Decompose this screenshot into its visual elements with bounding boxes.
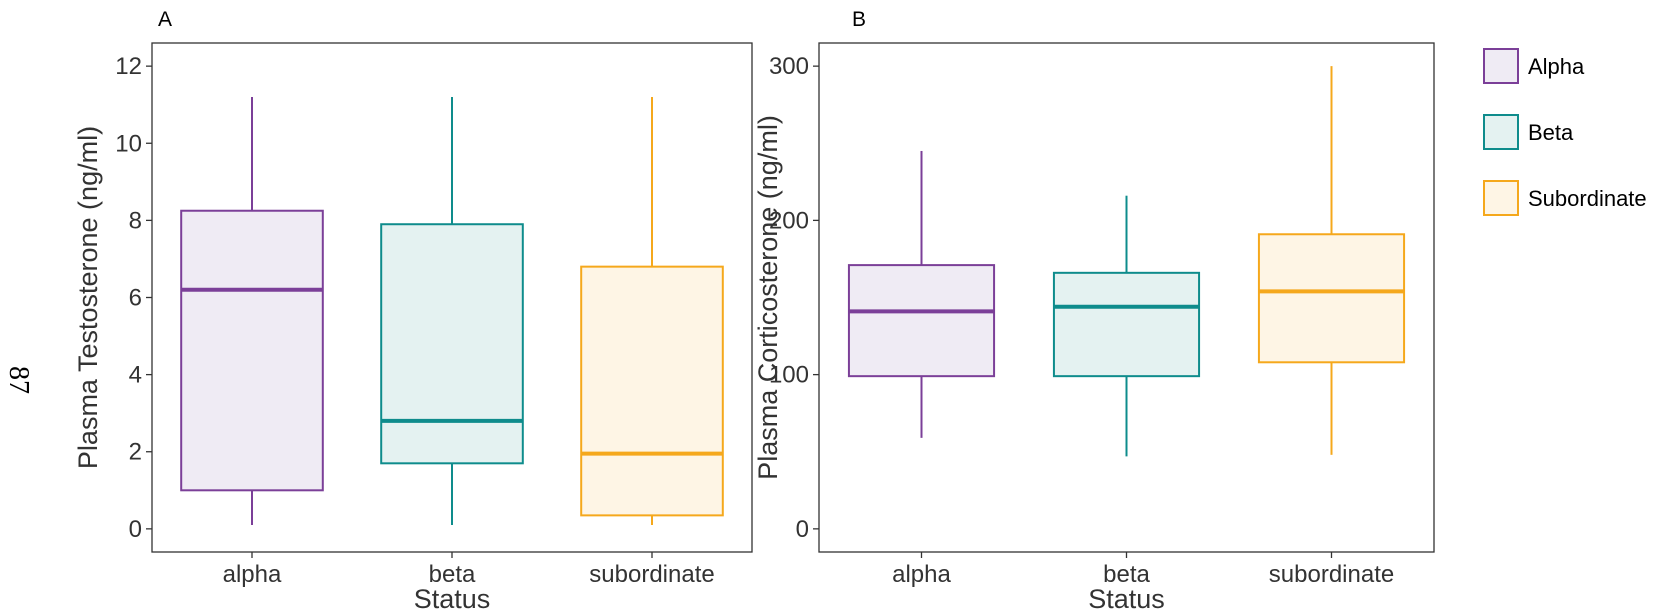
- legend-swatch: [1484, 115, 1518, 149]
- legend: Alpha Beta Subordinate: [1484, 49, 1647, 215]
- box-alpha: [181, 97, 323, 525]
- y-tick-label: 6: [129, 285, 142, 312]
- legend-swatch: [1484, 181, 1518, 215]
- y-axis-title: Plasma Testosterone (ng/ml): [73, 126, 103, 469]
- x-tick-label: subordinate: [589, 561, 714, 588]
- x-tick-label: alpha: [223, 561, 282, 588]
- page-number: 87: [3, 366, 34, 394]
- legend-item-beta: Beta: [1484, 115, 1574, 149]
- box-beta: [381, 97, 523, 525]
- x-tick-label: subordinate: [1269, 561, 1394, 588]
- panel-label: A: [158, 8, 172, 31]
- y-tick-label: 300: [769, 53, 809, 80]
- y-tick-label: 12: [115, 53, 142, 80]
- box-body: [181, 211, 323, 491]
- box-body: [381, 224, 523, 463]
- box-alpha: [849, 151, 994, 438]
- legend-label: Alpha: [1528, 54, 1585, 79]
- legend-label: Subordinate: [1528, 186, 1647, 211]
- box-body: [849, 265, 994, 376]
- box-subordinate: [1259, 66, 1404, 455]
- legend-swatch: [1484, 49, 1518, 83]
- box-beta: [1054, 196, 1199, 457]
- box-body: [1259, 234, 1404, 362]
- legend-item-subordinate: Subordinate: [1484, 181, 1647, 215]
- y-tick-label: 2: [129, 439, 142, 466]
- y-tick-label: 10: [115, 130, 142, 157]
- panel-label: B: [852, 8, 866, 31]
- box-body: [1054, 273, 1199, 376]
- y-axis-title: Plasma Corticosterone (ng/ml): [753, 115, 783, 480]
- box-subordinate: [581, 97, 723, 525]
- y-tick-label: 8: [129, 207, 142, 234]
- legend-label: Beta: [1528, 120, 1574, 145]
- y-tick-label: 4: [129, 362, 142, 389]
- x-axis-title: Status: [1088, 584, 1165, 614]
- y-tick-label: 0: [129, 516, 142, 543]
- x-axis-title: Status: [414, 584, 491, 614]
- box-body: [581, 267, 723, 516]
- y-tick-label: 0: [796, 516, 809, 543]
- legend-item-alpha: Alpha: [1484, 49, 1585, 83]
- x-tick-label: alpha: [892, 561, 951, 588]
